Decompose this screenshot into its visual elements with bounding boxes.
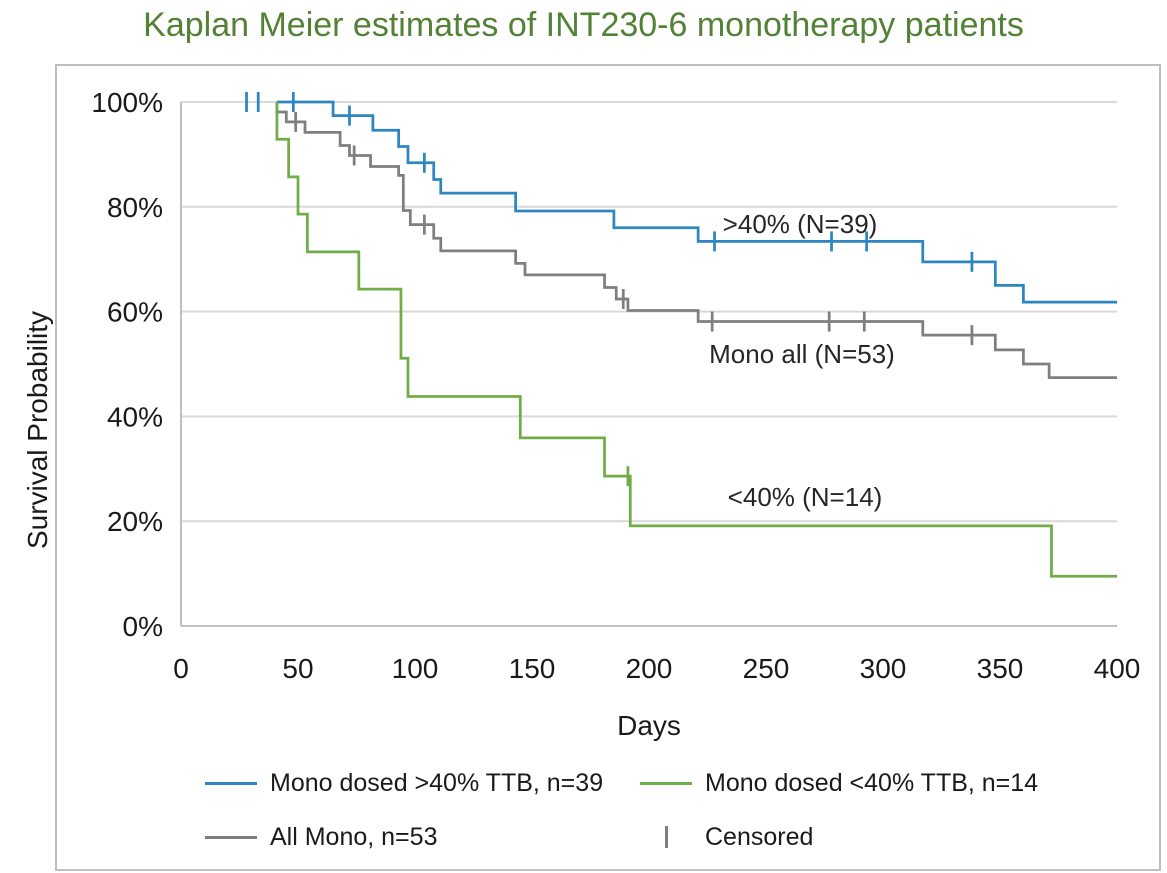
legend-label-all-mono: All Mono, n=53: [270, 822, 438, 851]
legend-line-swatch: [205, 781, 257, 785]
km-curve-gt40: [276, 100, 1117, 304]
x-tick-label: 400: [1094, 653, 1141, 684]
km-curve-all-mono: [275, 102, 1117, 379]
legend-label-censored: Censored: [705, 822, 814, 851]
legend-label-mono-gt40: Mono dosed >40% TTB, n=39: [270, 768, 604, 797]
legend-line-swatch: [640, 781, 692, 785]
chart-title: Kaplan Meier estimates of INT230-6 monot…: [143, 6, 1024, 44]
x-tick-label: 50: [282, 653, 313, 684]
swatch-censored: [664, 826, 668, 848]
swatch-mono-lt40: [640, 781, 692, 785]
legend-item-mono-gt40: Mono dosed >40% TTB, n=39: [205, 768, 603, 798]
series-annotation: >40% (N=39): [723, 209, 878, 239]
x-tick-label: 250: [743, 653, 790, 684]
x-tick-label: 200: [626, 653, 673, 684]
swatch-all-mono: [205, 835, 257, 839]
km-curve-lt40: [275, 102, 1117, 578]
y-tick-label: 40%: [107, 401, 163, 432]
y-tick-label: 80%: [107, 192, 163, 223]
legend-label-mono-lt40: Mono dosed <40% TTB, n=14: [705, 768, 1039, 797]
legend-item-mono-lt40: Mono dosed <40% TTB, n=14: [640, 768, 1038, 798]
x-tick-label: 300: [860, 653, 907, 684]
series-annotation: Mono all (N=53): [709, 339, 895, 369]
legend-line-swatch: [205, 835, 257, 839]
y-axis-title: Survival Probability: [22, 310, 53, 550]
series-annotation: <40% (N=14): [728, 482, 883, 512]
x-tick-label: 100: [392, 653, 439, 684]
x-tick-label: 150: [509, 653, 556, 684]
legend-item-all-mono: All Mono, n=53: [205, 822, 437, 852]
y-tick-label: 20%: [107, 506, 163, 537]
chart-frame: [55, 64, 1161, 871]
y-tick-label: 60%: [107, 297, 163, 328]
x-tick-label: 350: [977, 653, 1024, 684]
x-axis-title: Days: [617, 710, 681, 741]
legend-item-censored: Censored: [640, 822, 813, 852]
censored-tick-icon: [640, 826, 692, 848]
y-tick-label: 0%: [123, 611, 163, 642]
y-tick-label: 100%: [91, 87, 163, 118]
x-tick-label: 0: [173, 653, 189, 684]
swatch-mono-gt40: [205, 781, 257, 785]
